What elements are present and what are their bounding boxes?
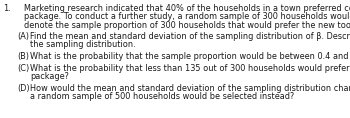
Text: a random sample of 500 households would be selected instead?: a random sample of 500 households would …	[30, 92, 294, 101]
Text: What is the probability that the sample proportion would be between 0.4 and 1.0?: What is the probability that the sample …	[30, 52, 350, 61]
Text: the sampling distribution.: the sampling distribution.	[30, 40, 135, 49]
Text: Marketing research indicated that 40% of the households in a town preferred cert: Marketing research indicated that 40% of…	[24, 4, 350, 13]
Text: package?: package?	[30, 72, 69, 81]
Text: (D): (D)	[17, 84, 29, 93]
Text: How would the mean and standard deviation of the sampling distribution change re: How would the mean and standard deviatio…	[30, 84, 350, 93]
Text: package. To conduct a further study, a random sample of 300 households would be : package. To conduct a further study, a r…	[24, 12, 350, 21]
Text: (A): (A)	[17, 32, 29, 41]
Text: denote the sample proportion of 300 households that would prefer the new toothpa: denote the sample proportion of 300 hous…	[24, 21, 350, 30]
Text: (B): (B)	[17, 52, 29, 61]
Text: What is the probability that less than 135 out of 300 households would prefer th: What is the probability that less than 1…	[30, 64, 350, 73]
Text: 1.: 1.	[3, 4, 10, 13]
Text: Find the mean and standard deviation of the sampling distribution of β. Describe: Find the mean and standard deviation of …	[30, 32, 350, 41]
Text: (C): (C)	[17, 64, 29, 73]
